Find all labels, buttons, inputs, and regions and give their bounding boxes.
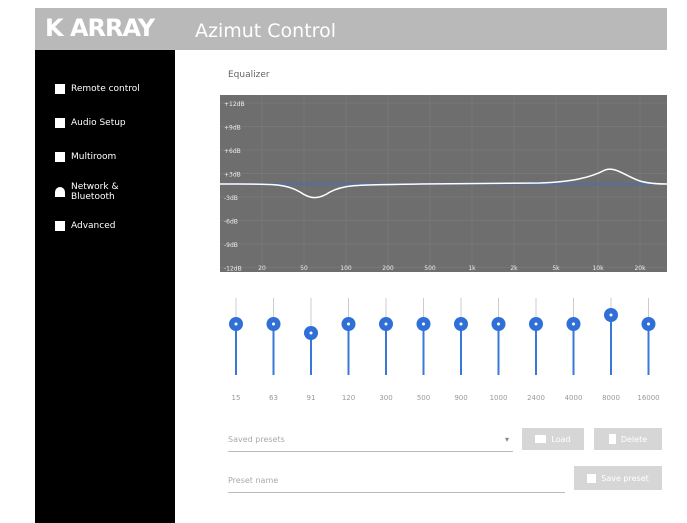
- preset-select[interactable]: Saved presets ▾: [228, 435, 513, 452]
- button-label: Load: [551, 434, 571, 444]
- menu-label: Multiroom: [71, 152, 117, 162]
- band-label: 1000: [490, 394, 508, 402]
- knob-dot: [647, 322, 650, 326]
- knob-dot: [497, 322, 500, 326]
- y-axis-label: +12dB: [224, 101, 245, 108]
- button-label: Save preset: [601, 473, 649, 483]
- y-axis-label: +6dB: [224, 148, 241, 155]
- x-axis-label: 1k: [468, 265, 476, 272]
- app-title: Azimut Control: [195, 20, 336, 42]
- sidebar: Remote control Audio Setup Multiroom Net…: [35, 50, 175, 523]
- menu-label: Network & Bluetooth: [71, 182, 119, 202]
- menu-label: Advanced: [71, 221, 116, 231]
- knob-dot: [609, 313, 613, 317]
- x-axis-label: 5k: [552, 265, 560, 272]
- menu-item[interactable]: Remote control: [55, 84, 170, 94]
- input-placeholder: Preset name: [228, 476, 279, 485]
- x-axis-label: 2k: [510, 265, 518, 272]
- band-label: 91: [307, 394, 316, 402]
- knob-dot: [234, 322, 238, 326]
- section-title: Equalizer: [228, 70, 270, 80]
- band-label: 500: [417, 394, 430, 402]
- select-placeholder: Saved presets: [228, 435, 285, 444]
- knob-dot: [459, 322, 463, 326]
- band-label: 120: [342, 394, 355, 402]
- knob-dot: [384, 322, 388, 326]
- x-axis-label: 20k: [634, 265, 646, 272]
- knob-dot: [272, 322, 275, 326]
- preset-name-input[interactable]: Preset name: [228, 476, 565, 493]
- band-label: 2400: [527, 394, 545, 402]
- knob-dot: [309, 331, 313, 335]
- band-label: 15: [232, 394, 241, 402]
- y-axis-label: -9dB: [224, 242, 238, 249]
- knob-dot: [422, 322, 425, 326]
- menu-item[interactable]: Advanced: [55, 221, 170, 231]
- y-axis-label: +9dB: [224, 125, 241, 132]
- x-axis-label: 500: [424, 265, 436, 272]
- knob-dot: [347, 322, 350, 326]
- menu-label: Remote control: [71, 84, 140, 94]
- knob-dot: [572, 322, 575, 326]
- x-axis-label: 10k: [592, 265, 604, 272]
- header: K ARRAY Azimut Control: [35, 8, 667, 50]
- save-button[interactable]: Save preset: [574, 466, 662, 490]
- band-label: 8000: [602, 394, 620, 402]
- y-axis-label: +3dB: [224, 172, 241, 179]
- button-label: Delete: [620, 434, 648, 444]
- x-axis-label: 20: [258, 265, 266, 272]
- x-axis-label: 100: [340, 265, 352, 272]
- band-label: 300: [379, 394, 392, 402]
- menu-item[interactable]: Multiroom: [55, 152, 170, 162]
- band-label: 63: [269, 394, 278, 402]
- band-label: 4000: [565, 394, 583, 402]
- y-axis-label: -3dB: [224, 195, 238, 202]
- y-axis-label: -12dB: [224, 266, 242, 273]
- menu-item[interactable]: Audio Setup: [55, 118, 170, 128]
- menu-item[interactable]: Network & Bluetooth: [55, 182, 135, 202]
- menu-label: Audio Setup: [71, 118, 126, 128]
- eq-curve: [219, 168, 668, 199]
- load-button[interactable]: Load: [522, 428, 584, 450]
- x-axis-label: 200: [382, 265, 394, 272]
- knob-dot: [534, 322, 538, 326]
- band-label: 16000: [637, 394, 659, 402]
- x-axis-label: 50: [300, 265, 308, 272]
- y-axis-label: -6dB: [224, 219, 238, 226]
- logo: K ARRAY: [45, 14, 155, 42]
- delete-button[interactable]: Delete: [594, 428, 662, 450]
- band-label: 900: [454, 394, 467, 402]
